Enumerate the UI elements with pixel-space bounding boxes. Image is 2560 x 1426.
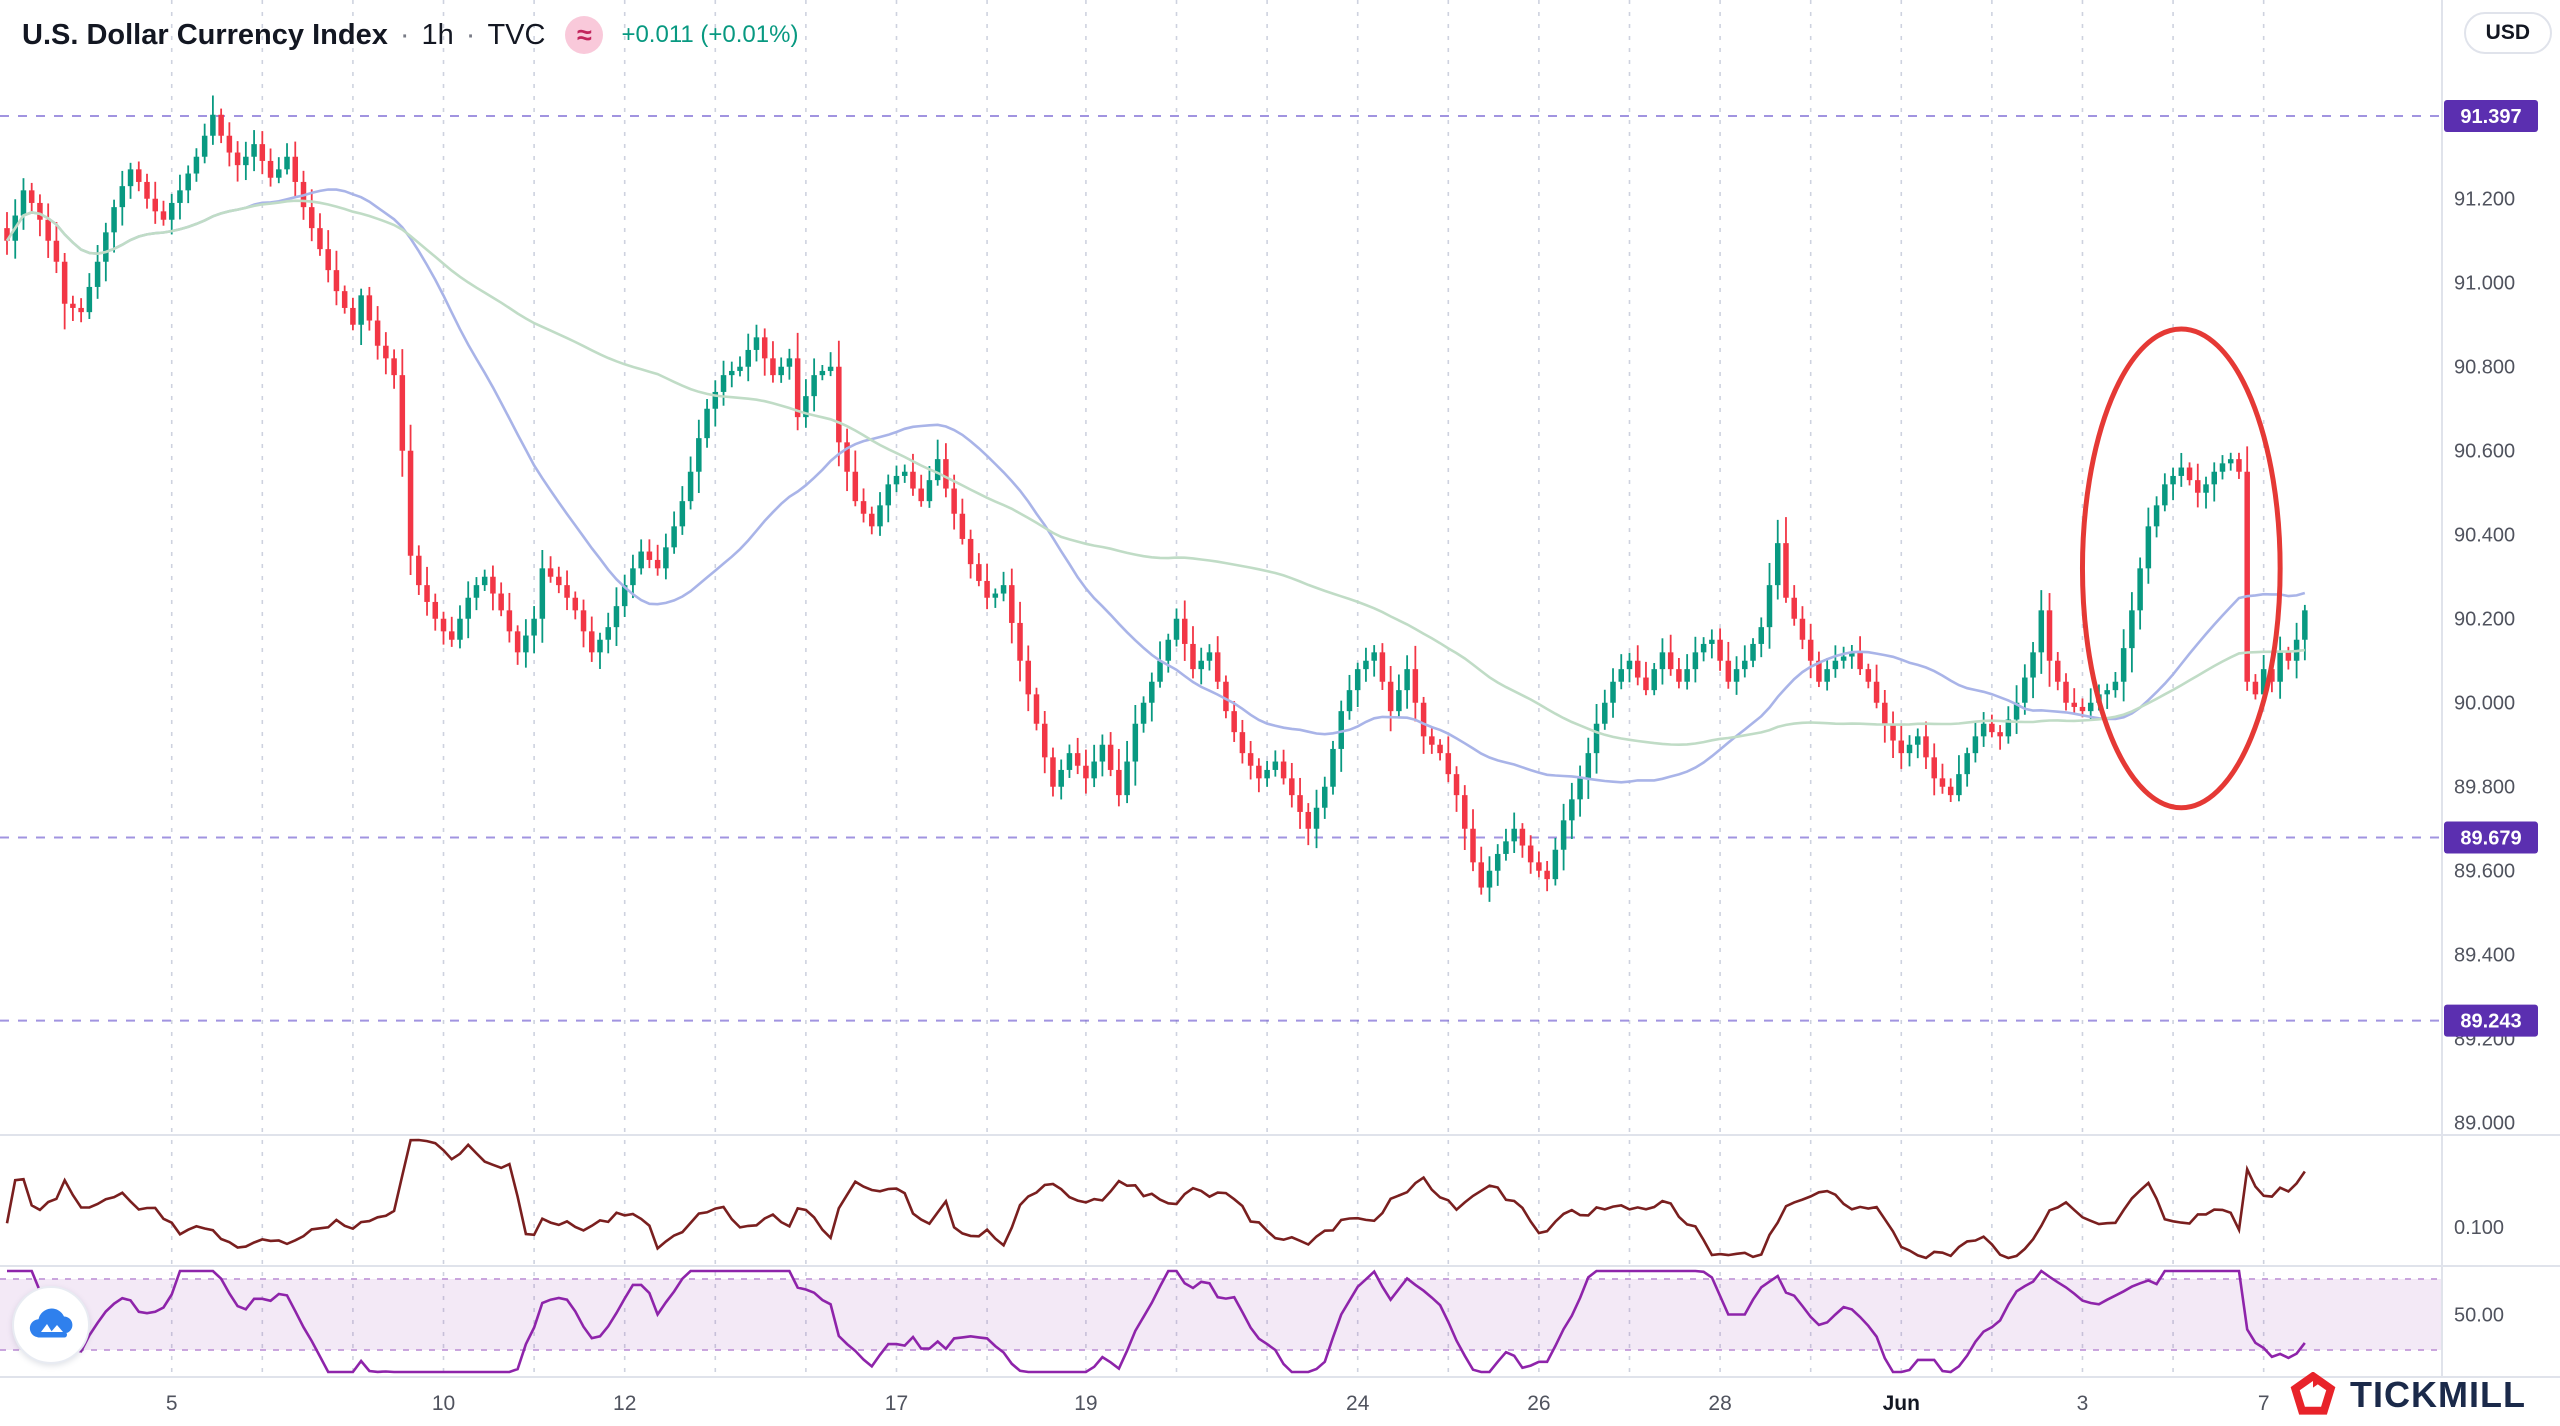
currency-button[interactable]: USD bbox=[2463, 12, 2552, 54]
svg-text:90.200: 90.200 bbox=[2454, 609, 2515, 631]
cloud-icon bbox=[29, 1308, 73, 1338]
cloud-logo-button[interactable] bbox=[12, 1286, 90, 1364]
price-axis-labels[interactable]: 91.200 91.000 90.800 90.600 90.400 90.200 90.0… bbox=[2454, 189, 2515, 1327]
svg-text:90.800: 90.800 bbox=[2454, 357, 2515, 379]
price-change-value: +0.011 (+0.01%) bbox=[621, 21, 799, 48]
rsi-line bbox=[7, 1269, 2306, 1374]
svg-text:91.000: 91.000 bbox=[2454, 273, 2515, 295]
svg-text:91.200: 91.200 bbox=[2454, 189, 2515, 211]
svg-text:Jun: Jun bbox=[1883, 1392, 1920, 1415]
annotation-layer bbox=[2079, 326, 2283, 811]
atr-pane bbox=[5, 1138, 2306, 1260]
rsi-band bbox=[0, 1278, 2442, 1351]
svg-text:90.400: 90.400 bbox=[2454, 525, 2515, 547]
svg-text:90.600: 90.600 bbox=[2454, 441, 2515, 463]
svg-text:89.400: 89.400 bbox=[2454, 945, 2515, 967]
ma-slow bbox=[5, 199, 2305, 747]
time-axis-labels[interactable]: 5 10 12 17 19 24 26 28 Jun 3 7 bbox=[166, 1392, 2270, 1415]
atr-line bbox=[5, 1138, 2306, 1260]
svg-text:19: 19 bbox=[1074, 1392, 1097, 1415]
exchange-label[interactable]: TVC bbox=[487, 18, 546, 51]
svg-text:26: 26 bbox=[1527, 1392, 1550, 1415]
tickmill-logo: TICKMILL bbox=[2290, 1372, 2526, 1418]
tickmill-mark-icon bbox=[2290, 1372, 2336, 1415]
candles-layer bbox=[4, 95, 2308, 902]
svg-text:24: 24 bbox=[1346, 1392, 1370, 1415]
svg-text:89.000: 89.000 bbox=[2454, 1113, 2515, 1135]
grid-layer bbox=[170, 0, 2265, 1377]
price-level-badges: 91.397 89.679 89.243 bbox=[2444, 100, 2538, 1037]
price-level-lines bbox=[0, 115, 2442, 1022]
legend-separator: · bbox=[465, 18, 476, 51]
svg-text:28: 28 bbox=[1708, 1392, 1731, 1415]
svg-text:5: 5 bbox=[166, 1392, 178, 1415]
svg-text:90.000: 90.000 bbox=[2454, 693, 2515, 715]
svg-text:17: 17 bbox=[885, 1392, 908, 1415]
data-source-icon: ≈ bbox=[565, 16, 604, 54]
svg-text:89.800: 89.800 bbox=[2454, 777, 2515, 799]
svg-text:10: 10 bbox=[432, 1392, 455, 1415]
ma-fast bbox=[5, 188, 2306, 784]
pane-separators bbox=[0, 0, 2560, 1378]
annotation-ellipse bbox=[2079, 326, 2283, 811]
symbol-legend: U.S. Dollar Currency Index · 1h · TVC ≈ … bbox=[22, 16, 798, 54]
ma-slow-line bbox=[5, 199, 2305, 747]
svg-text:50.00: 50.00 bbox=[2454, 1305, 2504, 1327]
svg-text:89.600: 89.600 bbox=[2454, 861, 2515, 883]
svg-text:12: 12 bbox=[613, 1392, 636, 1415]
symbol-title[interactable]: U.S. Dollar Currency Index bbox=[22, 18, 388, 51]
ma-fast-line bbox=[5, 188, 2306, 784]
rsi-pane bbox=[7, 1269, 2306, 1374]
svg-text:0.100: 0.100 bbox=[2454, 1217, 2504, 1239]
legend-separator: · bbox=[399, 18, 410, 51]
svg-text:91.397: 91.397 bbox=[2460, 106, 2521, 128]
svg-text:3: 3 bbox=[2077, 1392, 2089, 1415]
svg-text:89.679: 89.679 bbox=[2460, 828, 2521, 850]
interval-label[interactable]: 1h bbox=[421, 18, 454, 51]
svg-text:7: 7 bbox=[2258, 1392, 2270, 1415]
svg-text:89.243: 89.243 bbox=[2460, 1011, 2521, 1033]
tickmill-wordmark: TICKMILL bbox=[2350, 1374, 2526, 1415]
